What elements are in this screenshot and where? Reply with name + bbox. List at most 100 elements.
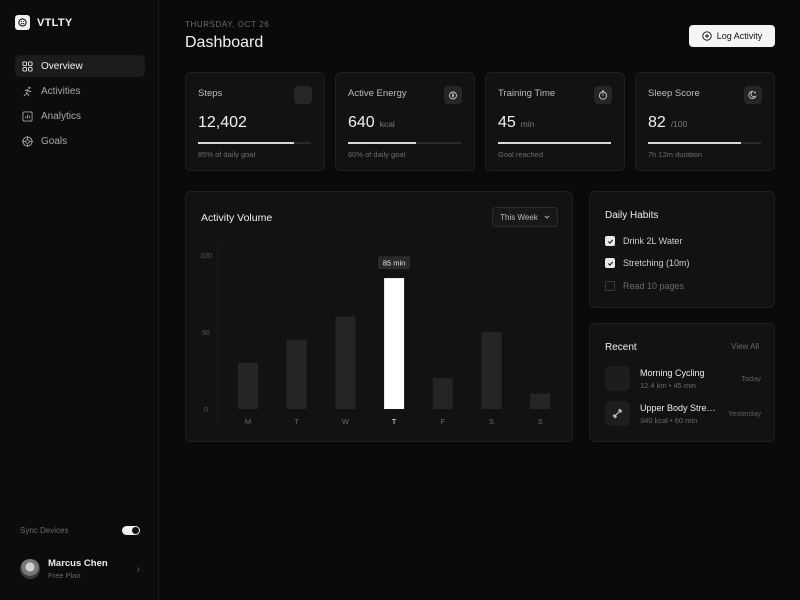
stat-value: 45 min xyxy=(498,114,535,131)
recent-item[interactable]: Upper Body Strength 340 kcal • 60 min Ye… xyxy=(605,401,761,427)
sidebar-item-activities[interactable]: Activities xyxy=(15,80,145,102)
brand-name: VTLTY xyxy=(37,16,73,29)
x-tick-label: S xyxy=(489,417,494,426)
stat-unit: min xyxy=(520,119,535,129)
chart-tooltip xyxy=(378,256,411,270)
chart-bar xyxy=(530,393,551,409)
x-tick-label: T xyxy=(392,417,397,426)
checkbox-checked[interactable] xyxy=(605,258,615,268)
chart-bar xyxy=(238,362,258,409)
habit-label: Read 10 pages xyxy=(623,281,685,291)
log-activity-label: Log Activity xyxy=(716,31,763,41)
chart-icon xyxy=(22,110,33,122)
stat-progress xyxy=(498,142,611,144)
check-icon xyxy=(607,261,613,266)
stat-label: Sleep Score xyxy=(648,88,700,99)
page-title: Dashboard xyxy=(185,34,264,51)
grid-icon xyxy=(22,60,33,72)
stat-card-sleep-score[interactable]: Sleep Score 82/100 7h 12m duration xyxy=(635,72,775,171)
sync-label: Sync Devices xyxy=(20,526,69,535)
stat-value: 12,402 xyxy=(198,114,247,131)
recent-item-meta: 12.4 km • 45 min xyxy=(640,381,696,390)
recent-item-meta: 340 kcal • 60 min xyxy=(640,416,698,425)
stat-note: 85% of daily goal xyxy=(198,150,256,159)
stat-card-training-time[interactable]: Training Time 45 min Goal reached xyxy=(485,72,625,171)
sidebar-item-label: Activities xyxy=(41,85,81,97)
stat-label: Steps xyxy=(198,88,223,99)
x-tick-label: M xyxy=(245,417,251,426)
chart-bar xyxy=(481,332,502,409)
range-select[interactable]: This Week xyxy=(492,207,558,227)
habit-item[interactable]: Drink 2L Water xyxy=(605,236,682,246)
y-tick-label: 50 xyxy=(202,330,210,337)
recent-item[interactable]: Morning Cycling 12.4 km • 45 min Today xyxy=(605,366,761,392)
recent-item-name: Upper Body Strength xyxy=(640,403,720,413)
x-tick-label: S xyxy=(538,417,543,426)
chart-tooltip-label: 85 min xyxy=(383,259,406,268)
habit-item[interactable]: Read 10 pages xyxy=(605,281,684,291)
recent-item-when: Yesterday xyxy=(727,409,761,418)
sidebar-nav: Overview Activities Analytics Goals xyxy=(15,55,145,155)
y-tick-label: 0 xyxy=(204,407,208,414)
stat-note: 7h 12m duration xyxy=(648,150,703,159)
chart-title: Activity Volume xyxy=(201,212,273,224)
running-icon xyxy=(23,86,32,96)
chart-bar xyxy=(432,378,453,409)
activity-volume-chart: 0 50 100 M T W T 85 min F S S xyxy=(200,247,551,426)
activity-volume-card: 0 50 100 M T W T 85 min F S S Activity Volume This… xyxy=(185,191,573,442)
sidebar: VTLTY Overview Activities Analytics Goal… xyxy=(0,0,159,600)
recent-item-when: Today xyxy=(740,374,761,383)
log-activity-button[interactable]: Log Activity xyxy=(689,25,775,47)
stat-label: Active Energy xyxy=(348,88,407,99)
y-tick-label: 100 xyxy=(200,253,212,260)
stat-note: Goal reached xyxy=(498,150,544,159)
sync-devices: Sync Devices xyxy=(20,526,140,535)
header-date: THURSDAY, OCT 26 xyxy=(185,20,270,29)
sidebar-item-goals[interactable]: Goals xyxy=(15,130,145,152)
habit-label: Drink 2L Water xyxy=(623,236,683,246)
sidebar-item-label: Analytics xyxy=(41,110,82,122)
bike-icon xyxy=(605,366,630,391)
sidebar-item-overview[interactable]: Overview xyxy=(15,55,145,77)
user-name: Marcus Chen xyxy=(48,558,108,569)
logo-icon xyxy=(15,15,30,30)
sidebar-item-label: Goals xyxy=(41,135,68,147)
view-all-link[interactable]: View All xyxy=(731,342,759,351)
plus-circle-icon xyxy=(702,31,712,41)
sidebar-item-analytics[interactable]: Analytics xyxy=(15,105,145,127)
stat-progress xyxy=(198,142,311,144)
habits-title: Daily Habits xyxy=(605,210,659,221)
x-tick-label: T xyxy=(294,417,299,426)
recent-card: Recent View All Morning Cycling 12.4 km … xyxy=(589,323,775,442)
flame-icon xyxy=(444,86,462,104)
chevron-down-icon xyxy=(544,215,550,219)
chart-bar xyxy=(384,278,405,409)
stat-value: 82/100 xyxy=(648,114,688,131)
x-tick-label: F xyxy=(441,417,446,426)
dumbbell-icon xyxy=(605,401,630,426)
brand[interactable]: VTLTY xyxy=(15,15,73,30)
stat-progress xyxy=(348,142,461,144)
chart-bar xyxy=(335,316,356,409)
footprints-icon xyxy=(294,86,312,104)
sync-toggle[interactable] xyxy=(122,526,140,535)
avatar xyxy=(20,559,40,579)
daily-habits-card: Daily Habits Drink 2L Water Stretching (… xyxy=(589,191,775,308)
stat-card-active-energy[interactable]: Active Energy 640 kcal 60% of daily goal xyxy=(335,72,475,171)
stat-label: Training Time xyxy=(498,88,556,99)
chevron-right-icon: › xyxy=(136,563,140,575)
stat-card-steps[interactable]: Steps 12,402 85% of daily goal xyxy=(185,72,325,171)
moon-icon xyxy=(744,86,762,104)
habit-item[interactable]: Stretching (10m) xyxy=(605,258,690,268)
checkbox-checked[interactable] xyxy=(605,236,615,246)
user-profile[interactable]: Marcus Chen Free Plan › xyxy=(20,558,140,580)
checkbox-unchecked[interactable] xyxy=(605,281,615,291)
target-icon xyxy=(22,135,33,147)
stat-value: 640 kcal xyxy=(348,114,395,131)
stat-progress xyxy=(648,142,761,144)
x-tick-label: W xyxy=(342,417,350,426)
timer-icon xyxy=(594,86,612,104)
range-select-value: This Week xyxy=(500,212,538,222)
check-icon xyxy=(607,239,613,244)
sidebar-item-label: Overview xyxy=(41,60,83,72)
